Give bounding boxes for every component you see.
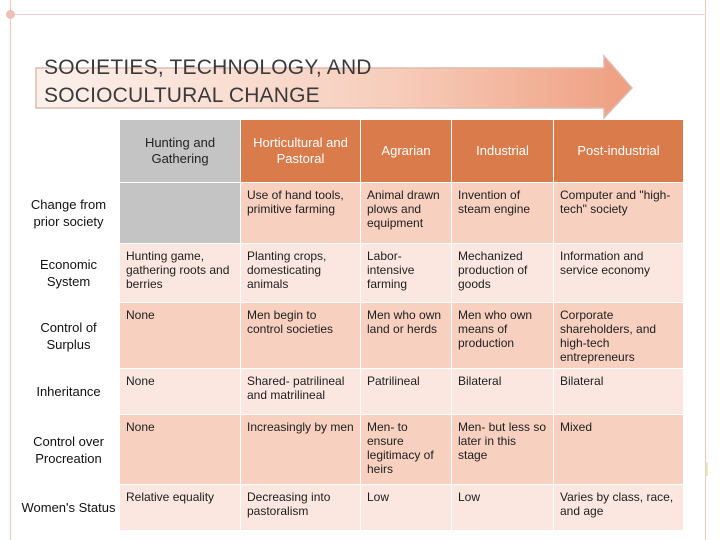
table-cell: Shared- patrilineal and matrilineal	[241, 369, 360, 414]
table-cell: Bilateral	[554, 369, 683, 414]
row-label: Economic System	[18, 244, 119, 302]
table-cell: Low	[452, 485, 553, 530]
slide-frame-left	[10, 0, 11, 540]
table-cell: Men begin to control societies	[241, 303, 360, 368]
table-cell: Patrilineal	[361, 369, 451, 414]
title-line-2: SOCIOCULTURAL CHANGE	[44, 84, 320, 107]
table-cell: Animal drawn plows and equipment	[361, 183, 451, 243]
table-cell: Bilateral	[452, 369, 553, 414]
table-cell: Varies by class, race, and age	[554, 485, 683, 530]
table-cell: Men who own means of production	[452, 303, 553, 368]
table-cell: None	[120, 303, 240, 368]
table-corner-cell	[120, 120, 240, 182]
table-cell: Hunting game, gathering roots and berrie…	[120, 244, 240, 302]
row-label: Control of Surplus	[18, 303, 119, 368]
table-cell: Invention of steam engine	[452, 183, 553, 243]
slide-frame-right	[705, 0, 706, 540]
table-cell: Mechanized production of goods	[452, 244, 553, 302]
column-header: Industrial	[452, 120, 553, 182]
column-header: Agrarian	[361, 120, 451, 182]
table-cell: Corporate shareholders, and high-tech en…	[554, 303, 683, 368]
table-cell: Decreasing into pastoralism	[241, 485, 360, 530]
table-cell: None	[120, 415, 240, 484]
slide-corner-dot	[6, 10, 15, 19]
title-line-1: SOCIETIES, TECHNOLOGY, AND	[44, 56, 372, 79]
row-label: Control over Procreation	[18, 415, 119, 484]
table-cell: Labor-intensive farming	[361, 244, 451, 302]
table-cell: Low	[361, 485, 451, 530]
column-header: Horticultural and Pastoral	[241, 120, 360, 182]
table-cell: Increasingly by men	[241, 415, 360, 484]
comparison-table: Hunting and Gathering Horticultural and …	[18, 120, 683, 530]
table-cell: None	[120, 369, 240, 414]
table-cell: Men who own land or herds	[361, 303, 451, 368]
table-cell: Computer and "high-tech" society	[554, 183, 683, 243]
table-cell: Men- to ensure legitimacy of heirs	[361, 415, 451, 484]
page-title: SOCIETIES, TECHNOLOGY, AND SOCIOCULTURAL…	[44, 54, 484, 110]
slide-side-mark	[705, 462, 708, 476]
table-cell: Mixed	[554, 415, 683, 484]
title-arrow-banner	[35, 54, 634, 120]
table-cell: Information and service economy	[554, 244, 683, 302]
table-cell: Men- but less so later in this stage	[452, 415, 553, 484]
column-header: Hunting and Gathering	[144, 135, 216, 166]
row-label: Women's Status	[18, 485, 119, 530]
table-cell-empty	[120, 183, 240, 243]
slide-frame-top	[10, 14, 706, 15]
table-cell: Planting crops, domesticating animals	[241, 244, 360, 302]
table-cell: Use of hand tools, primitive farming	[241, 183, 360, 243]
table-cell: Relative equality	[120, 485, 240, 530]
row-label: Change from prior society	[18, 183, 119, 243]
column-header: Post-industrial	[554, 120, 683, 182]
row-label: Inheritance	[18, 369, 119, 414]
